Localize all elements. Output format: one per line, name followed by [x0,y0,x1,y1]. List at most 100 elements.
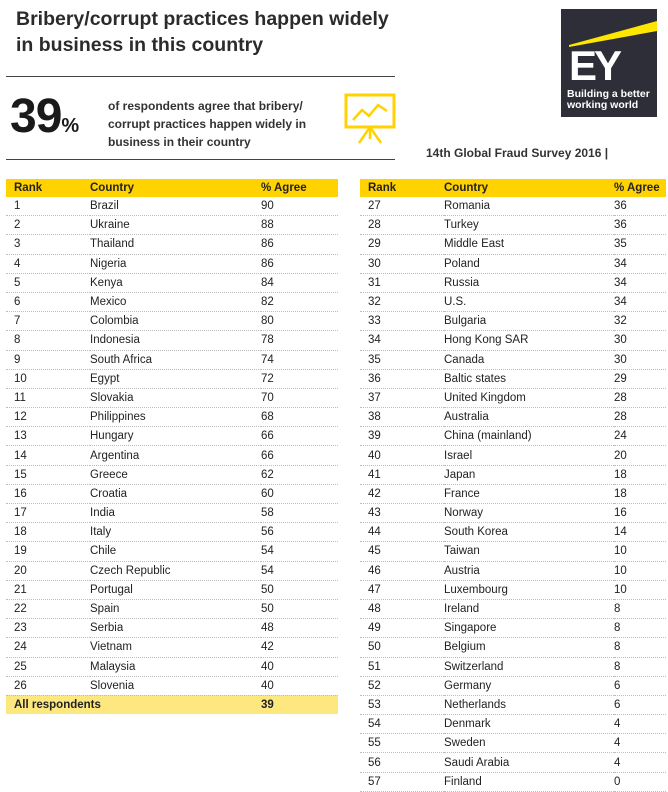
rank-cell: 48 [360,599,444,620]
agree-cell: 10 [614,541,666,562]
country-cell: Ireland [444,599,614,620]
table-row: 21 Portugal 50 [6,580,338,600]
presentation-board-chart-icon [344,93,396,144]
rank-cell: 24 [6,637,90,658]
country-cell: Hungary [90,426,261,447]
country-cell: Norway [444,503,614,524]
agree-cell: 86 [261,254,338,274]
table-row: 15 Greece 62 [6,465,338,485]
country-cell: Slovenia [90,676,261,696]
country-cell: Switzerland [444,657,614,677]
table-row: 16 Croatia 60 [6,484,338,505]
rank-cell: 39 [360,426,444,447]
rank-cell: 44 [360,522,444,543]
rank-cell: 2 [6,215,90,236]
rank-cell: 16 [6,484,90,505]
table-row: 13 Hungary 66 [6,426,338,447]
agree-cell: 72 [261,369,338,389]
table-row: 28 Turkey 36 [360,215,666,236]
rank-cell: 23 [6,618,90,639]
country-cell: Canada [444,350,614,370]
table-row: 39 China (mainland) 24 [360,426,666,447]
ranking-table-left: Rank Country % Agree 1 Brazil 90 2 Ukraine 88… [6,179,338,715]
agree-cell: 18 [614,465,666,485]
country-cell: Romania [444,197,614,217]
country-cell: Turkey [444,215,614,236]
table-row: 8 Indonesia 78 [6,330,338,351]
country-cell: Ukraine [90,215,261,236]
country-cell: Croatia [90,484,261,505]
country-cell: Kenya [90,273,261,293]
table-row: 19 Chile 54 [6,541,338,562]
table-row: 38 Australia 28 [360,407,666,428]
agree-cell: 48 [261,618,338,639]
agree-cell: 4 [614,752,666,773]
column-header-rank: Rank [360,179,444,197]
table-row: 22 Spain 50 [6,599,338,620]
country-cell: Germany [444,676,614,696]
table-row: 32 U.S. 34 [360,292,666,313]
rank-cell: 34 [360,330,444,351]
rank-cell: 3 [6,234,90,255]
stat-line-3: business in their country [108,135,251,149]
country-cell: Mexico [90,292,261,313]
rank-cell: 29 [360,234,444,255]
table-row: 5 Kenya 84 [6,273,338,293]
rank-cell: 40 [360,445,444,466]
rank-cell: 35 [360,350,444,370]
agree-cell: 54 [261,541,338,562]
rank-cell: 56 [360,752,444,773]
rank-cell: 36 [360,369,444,389]
agree-cell: 18 [614,484,666,505]
table-row: 34 Hong Kong SAR 30 [360,330,666,351]
agree-cell: 8 [614,657,666,677]
agree-cell: 35 [614,234,666,255]
rank-cell: 31 [360,273,444,293]
country-cell: Poland [444,254,614,274]
country-cell: Netherlands [444,695,614,716]
country-cell: Baltic states [444,369,614,389]
table-header-row: Rank Country % Agree [360,179,666,197]
agree-cell: 34 [614,254,666,274]
table-row: 35 Canada 30 [360,350,666,370]
country-cell: Slovakia [90,388,261,409]
rank-cell: 42 [360,484,444,505]
table-row: 6 Mexico 82 [6,292,338,313]
table-row: 53 Netherlands 6 [360,695,666,716]
agree-cell: 62 [261,465,338,485]
country-cell: Singapore [444,618,614,639]
agree-cell: 8 [614,618,666,639]
rank-cell: 32 [360,292,444,313]
table-row: 2 Ukraine 88 [6,215,338,236]
table-row: 47 Luxembourg 10 [360,580,666,600]
country-cell: Italy [90,522,261,543]
country-cell: Portugal [90,580,261,600]
table-row: 31 Russia 34 [360,273,666,293]
country-cell: Japan [444,465,614,485]
table-row: 26 Slovenia 40 [6,676,338,696]
table-row: 11 Slovakia 70 [6,388,338,409]
agree-cell: 90 [261,197,338,217]
table-row: 55 Sweden 4 [360,733,666,754]
rank-cell: 47 [360,580,444,600]
ranking-table-right: Rank Country % Agree 27 Romania 36 28 Turkey… [360,179,666,792]
table-row: 43 Norway 16 [360,503,666,524]
country-cell: Serbia [90,618,261,639]
country-cell: Vietnam [90,637,261,658]
table-row: 20 Czech Republic 54 [6,561,338,581]
table-row: 4 Nigeria 86 [6,254,338,274]
country-cell: Thailand [90,234,261,255]
agree-cell: 42 [261,637,338,658]
country-cell: Taiwan [444,541,614,562]
rank-cell: 15 [6,465,90,485]
logo-tagline-2: working world [567,99,639,111]
table-row: 40 Israel 20 [360,445,666,466]
table-row: 45 Taiwan 10 [360,541,666,562]
agree-cell: 82 [261,292,338,313]
agree-cell: 78 [261,330,338,351]
country-cell: Argentina [90,445,261,466]
rank-cell: 30 [360,254,444,274]
stat-description: of respondents agree that bribery/ corru… [108,97,338,151]
rank-cell: 18 [6,522,90,543]
ey-beam-icon [569,21,657,47]
